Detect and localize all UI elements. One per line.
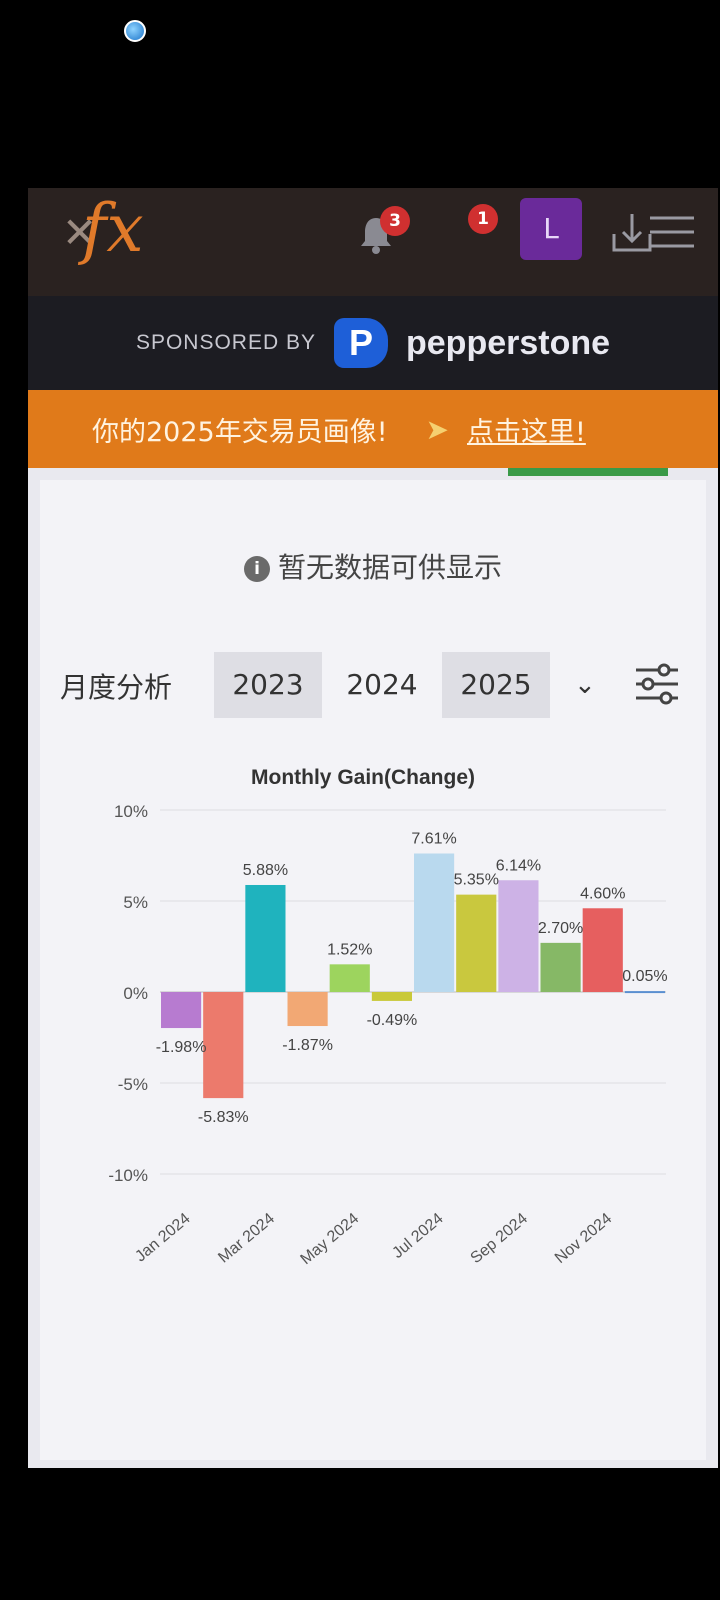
no-data-notice: i 暂无数据可供显示 (40, 546, 706, 586)
bar-value-label: 6.14% (496, 857, 541, 874)
x-tick-label: Jul 2024 (389, 1210, 446, 1262)
bar-value-label: 7.61% (411, 830, 456, 847)
monthly-analysis-label: 月度分析 (60, 671, 173, 704)
bar-value-label: -0.49% (367, 1012, 418, 1029)
year-2023-button[interactable]: 2023 (214, 652, 322, 718)
bar-value-label: -1.98% (156, 1039, 207, 1056)
pepperstone-logo-icon: P (334, 318, 388, 368)
promo-banner[interactable]: 你的2025年交易员画像! ➤ 点击这里! (28, 390, 718, 468)
chart-bar[interactable] (287, 992, 328, 1027)
chart-title: Monthly Gain(Change) (251, 766, 475, 789)
sponsor-bar[interactable]: SPONSORED BY P pepperstone (28, 296, 718, 390)
bar-value-label: 0.05% (622, 968, 667, 985)
x-tick-label: May 2024 (298, 1210, 363, 1268)
filter-settings-icon[interactable] (634, 662, 680, 706)
download-menu-icon[interactable] (610, 210, 696, 254)
message-badge[interactable]: 1 (468, 204, 498, 234)
chevron-down-icon[interactable]: ⌄ (574, 670, 596, 700)
close-icon[interactable]: ✕ (62, 208, 98, 257)
notification-badge: 3 (380, 206, 410, 236)
chart-bar[interactable] (540, 942, 581, 992)
bar-value-label: 2.70% (538, 920, 583, 937)
year-2025-button[interactable]: 2025 (442, 652, 550, 718)
bar-value-label: 1.52% (327, 941, 372, 958)
monthly-gain-chart: Monthly Gain(Change) 10% 5% 0% -5% -10% -1.9… (108, 766, 667, 1268)
avatar[interactable]: L (520, 198, 582, 260)
status-app-icon (124, 20, 146, 42)
y-tick-label: -10% (108, 1166, 148, 1185)
y-tick-label: 10% (114, 802, 148, 821)
top-bar: ✕ fx 3 1 L (28, 188, 718, 296)
chart-bar[interactable] (329, 964, 370, 992)
chart-bar[interactable] (624, 991, 665, 994)
bar-value-label: 4.60% (580, 885, 625, 902)
no-data-text: 暂无数据可供显示 (277, 551, 502, 584)
x-tick-label: Jan 2024 (132, 1210, 193, 1265)
chart-bar[interactable] (371, 992, 412, 1001)
x-tick-label: Mar 2024 (215, 1210, 278, 1267)
sponsor-label: SPONSORED BY (135, 331, 316, 354)
info-icon: i (243, 556, 270, 582)
chart-bar[interactable] (456, 894, 497, 992)
app-window: ✕ fx 3 1 L SPONSORED BY P pepperstone 你的… (28, 188, 718, 1468)
bar-value-label: 5.88% (243, 862, 288, 879)
sponsor-brand: pepperstone (406, 323, 611, 362)
y-tick-label: 0% (123, 984, 148, 1003)
chart-bar[interactable] (203, 992, 244, 1099)
banner-link[interactable]: 点击这里! (467, 416, 586, 448)
chart-bar[interactable] (498, 880, 539, 992)
active-tab-indicator (508, 468, 668, 476)
chart-bar[interactable] (414, 853, 455, 992)
chart-bar[interactable] (582, 908, 623, 992)
y-tick-label: 5% (123, 893, 148, 912)
bar-value-label: -1.87% (282, 1037, 333, 1054)
x-tick-label: Sep 2024 (468, 1210, 531, 1267)
bar-value-label: -5.83% (198, 1109, 249, 1126)
chart-bar[interactable] (161, 992, 202, 1029)
arrow-right-icon: ➤ (425, 412, 450, 446)
bar-value-label: 5.35% (454, 872, 499, 889)
banner-text: 你的2025年交易员画像! (92, 416, 388, 448)
year-2024-button[interactable]: 2024 (346, 668, 418, 701)
analysis-card: i 暂无数据可供显示 月度分析 2023 2024 2025 ⌄ Monthly … (40, 480, 706, 1460)
filter-row: 月度分析 2023 2024 2025 ⌄ (40, 652, 706, 722)
chart-bar[interactable] (245, 884, 286, 992)
x-tick-label: Nov 2024 (552, 1210, 615, 1267)
app-logo: fx (82, 190, 144, 267)
y-tick-label: -5% (118, 1075, 148, 1094)
